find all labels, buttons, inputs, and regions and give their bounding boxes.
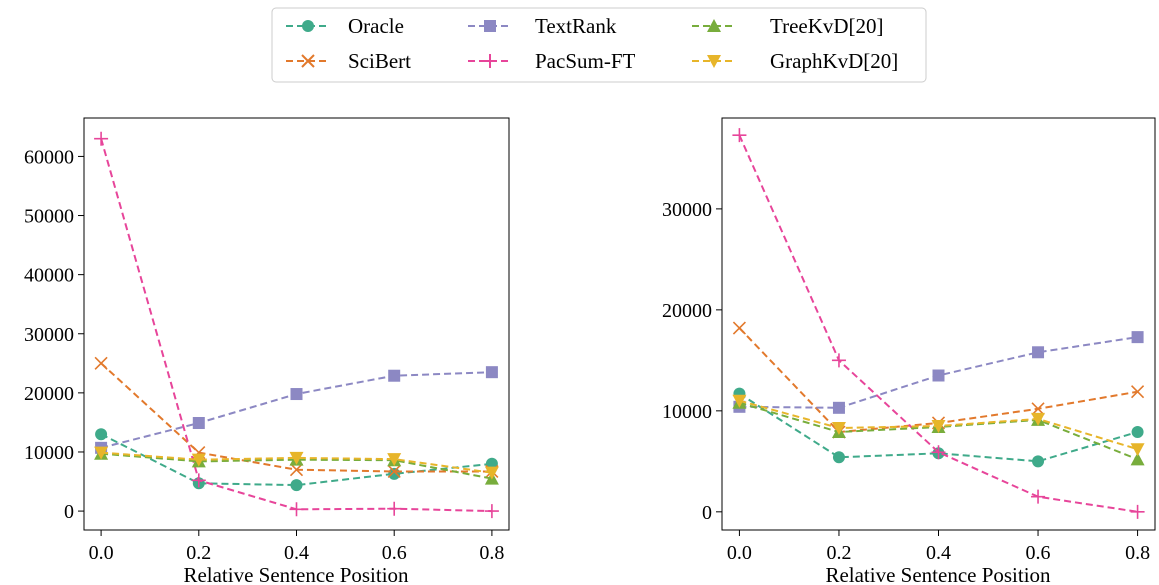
x-tick-label: 0.8 bbox=[479, 542, 504, 564]
x-tick-label: 0.6 bbox=[382, 542, 407, 564]
x-tick-label: 0.2 bbox=[186, 542, 211, 564]
plot-frame bbox=[721, 117, 1156, 531]
data-point bbox=[192, 417, 205, 430]
legend-label: TreeKvD[20] bbox=[770, 14, 884, 38]
data-point bbox=[484, 504, 499, 519]
data-point bbox=[387, 464, 401, 479]
x-tick-label: 0.4 bbox=[926, 542, 951, 564]
data-point bbox=[1130, 443, 1145, 457]
data-point bbox=[831, 353, 846, 368]
data-point bbox=[732, 128, 747, 143]
data-point bbox=[1131, 331, 1144, 344]
legend-entry-textrank: TextRank bbox=[468, 14, 617, 38]
series-group bbox=[94, 131, 499, 519]
data-point bbox=[1130, 504, 1145, 519]
legend-entry-graphkvd: GraphKvD[20] bbox=[692, 49, 898, 73]
data-point bbox=[191, 453, 206, 467]
data-point bbox=[931, 419, 946, 433]
y-tick-label: 20000 bbox=[662, 300, 712, 322]
data-point bbox=[932, 369, 945, 382]
y-tick-label: 30000 bbox=[662, 199, 712, 221]
data-point bbox=[484, 466, 499, 480]
data-point bbox=[289, 502, 304, 517]
chart-panel-2: 0 10000 20000 30000 0.0 0.2 0.4 0.6 0.8 Relativ… bbox=[662, 117, 1156, 585]
legend-entry-pacsum-ft: PacSum-FT bbox=[468, 49, 636, 73]
x-tick-label: 0.6 bbox=[1026, 542, 1051, 564]
series-group bbox=[732, 128, 1145, 519]
series-pacsum-ft bbox=[732, 128, 1145, 519]
x-tick-label: 0.0 bbox=[89, 542, 114, 564]
y-tick-label: 40000 bbox=[24, 265, 74, 287]
data-point bbox=[95, 428, 108, 441]
data-point bbox=[1031, 402, 1045, 416]
legend-label: TextRank bbox=[535, 14, 617, 38]
x-axis: 0.0 0.2 0.4 0.6 0.8 bbox=[727, 530, 1150, 564]
data-point bbox=[1031, 412, 1046, 426]
data-point bbox=[1131, 426, 1144, 439]
y-axis: 0 10000 20000 30000 bbox=[662, 199, 722, 524]
x-axis-label: Relative Sentence Position bbox=[183, 563, 409, 585]
legend-label: GraphKvD[20] bbox=[770, 49, 898, 73]
y-tick-label: 0 bbox=[702, 502, 712, 524]
series-line bbox=[100, 433, 493, 487]
data-point bbox=[1032, 455, 1045, 468]
data-point bbox=[94, 356, 108, 370]
x-tick-label: 0.0 bbox=[727, 542, 752, 564]
legend-entry-treekvd: TreeKvD[20] bbox=[692, 14, 884, 38]
data-point bbox=[1031, 489, 1046, 504]
data-point bbox=[387, 501, 402, 516]
series-line bbox=[738, 392, 1138, 463]
data-point bbox=[94, 446, 109, 460]
data-point bbox=[388, 467, 401, 480]
legend-label: Oracle bbox=[348, 14, 404, 38]
x-axis-label: Relative Sentence Position bbox=[825, 563, 1051, 585]
y-tick-label: 10000 bbox=[662, 401, 712, 423]
data-point bbox=[290, 479, 303, 492]
data-point bbox=[289, 463, 304, 477]
x-tick-label: 0.8 bbox=[1125, 542, 1150, 564]
y-tick-label: 0 bbox=[64, 501, 74, 523]
x-axis: 0.0 0.2 0.4 0.6 0.8 bbox=[89, 530, 504, 564]
y-tick-label: 60000 bbox=[24, 146, 74, 168]
y-axis: 0 10000 20000 30000 40000 50000 60000 bbox=[24, 146, 84, 523]
data-point bbox=[732, 394, 747, 408]
series-textrank bbox=[95, 366, 498, 454]
data-point bbox=[1032, 346, 1045, 359]
legend-label: PacSum-FT bbox=[535, 49, 636, 73]
x-tick-label: 0.2 bbox=[826, 542, 851, 564]
series-graphkvd-20 bbox=[94, 446, 499, 480]
y-tick-label: 20000 bbox=[24, 383, 74, 405]
data-point bbox=[289, 451, 304, 465]
data-point bbox=[832, 451, 845, 464]
x-tick-label: 0.4 bbox=[284, 542, 309, 564]
data-point bbox=[832, 401, 845, 414]
y-tick-label: 10000 bbox=[24, 442, 74, 464]
data-point bbox=[94, 131, 109, 146]
data-point bbox=[732, 321, 746, 335]
data-point bbox=[290, 388, 303, 401]
series-pacsum-ft bbox=[94, 131, 499, 519]
y-tick-label: 30000 bbox=[24, 324, 74, 346]
data-point bbox=[1131, 385, 1145, 399]
data-point bbox=[831, 422, 846, 436]
legend-label: SciBert bbox=[348, 49, 411, 73]
legend-entry-scibert: SciBert bbox=[286, 49, 411, 73]
y-tick-label: 50000 bbox=[24, 206, 74, 228]
legend-entry-oracle: Oracle bbox=[286, 14, 404, 38]
data-point bbox=[931, 445, 946, 460]
legend: Oracle TextRank TreeKvD[20] SciBert PacS… bbox=[271, 7, 927, 83]
series-line bbox=[100, 371, 492, 449]
data-point bbox=[191, 473, 206, 488]
data-point bbox=[387, 453, 402, 467]
data-point bbox=[388, 369, 401, 382]
legend-frame bbox=[271, 7, 927, 83]
data-point bbox=[485, 366, 498, 379]
data-point bbox=[1130, 452, 1145, 466]
series-graphkvd-20 bbox=[732, 394, 1145, 457]
